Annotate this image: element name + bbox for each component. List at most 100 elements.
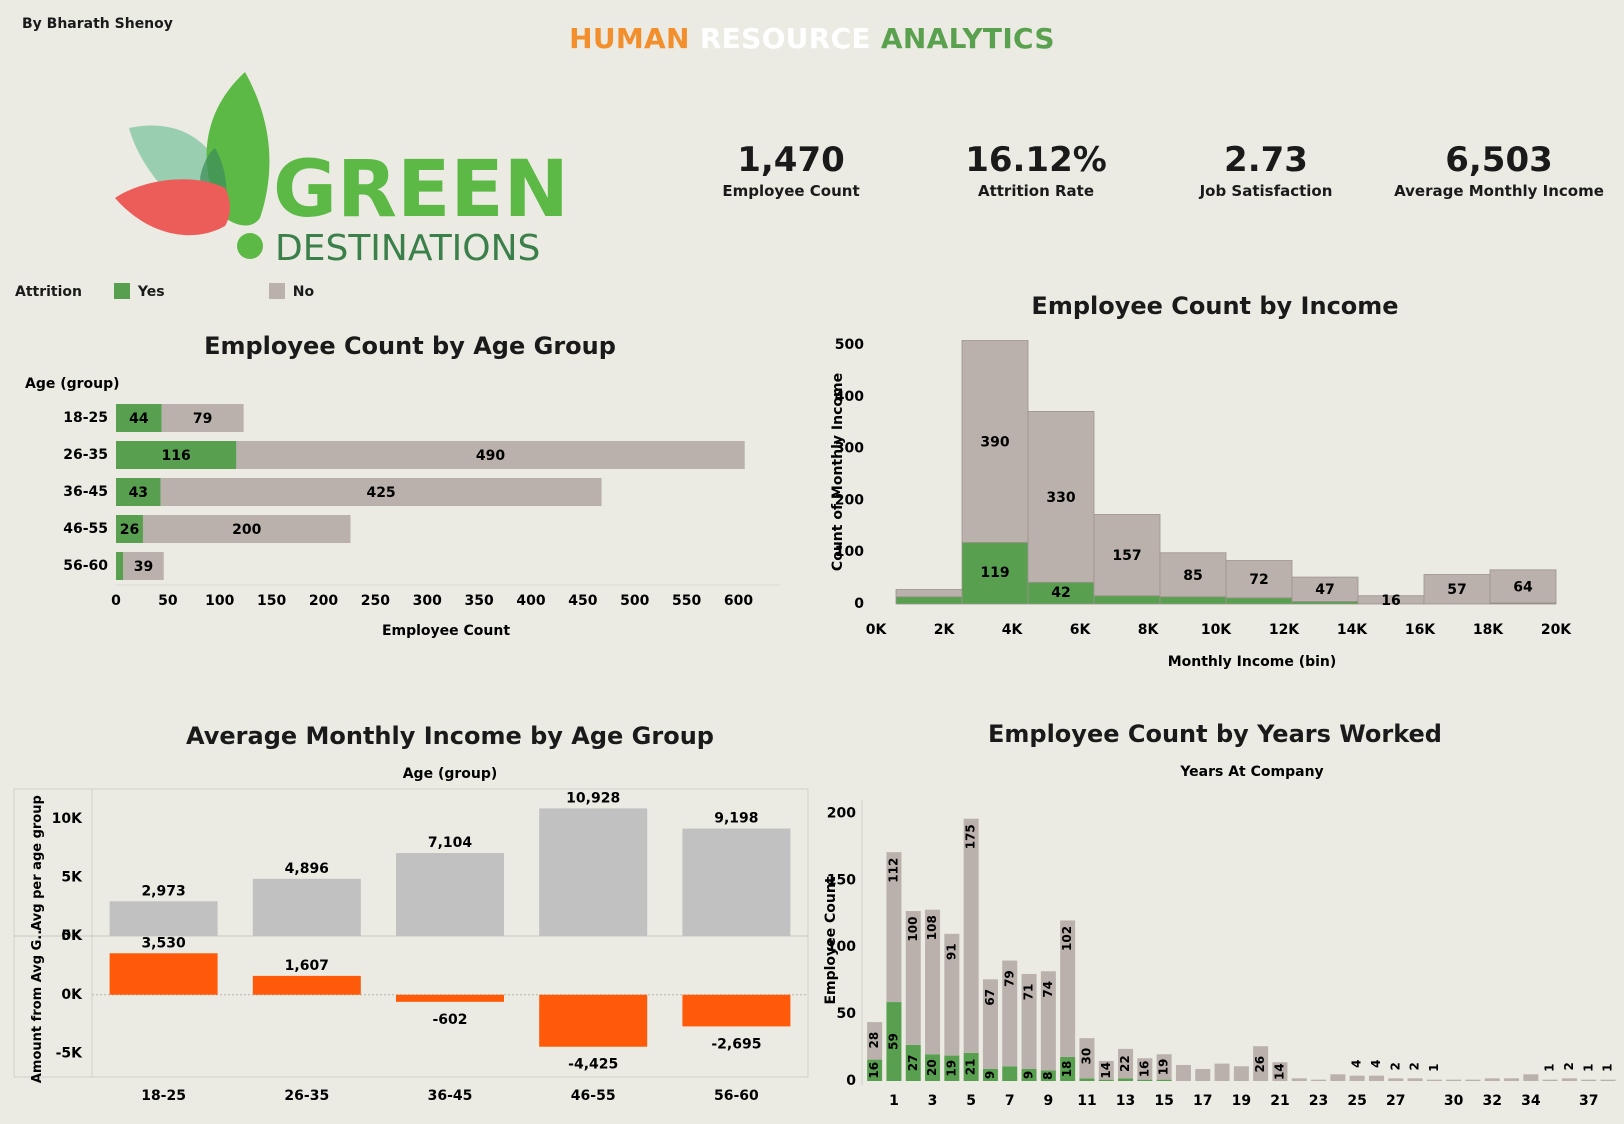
bar-segment-no: [1195, 1068, 1211, 1081]
x-tick-label: 25: [1347, 1093, 1366, 1109]
x-tick-label: 7: [1005, 1093, 1015, 1109]
bar-segment-yes: [925, 1054, 941, 1081]
kpi-employee-count: 1,470 Employee Count: [661, 140, 921, 200]
x-tick-label: 100: [205, 593, 234, 609]
bar-segment-no: [1407, 1078, 1423, 1081]
bar-segment-yes: [116, 404, 162, 432]
x-tick-label: 400: [516, 593, 545, 609]
data-label: 175: [964, 824, 978, 849]
bar-segment-no: [1426, 1079, 1442, 1081]
data-label: 14: [1272, 1063, 1286, 1080]
x-tick-label: 23: [1309, 1093, 1328, 1109]
bar-segment-no: [905, 911, 921, 1045]
x-tick-label: 46-55: [571, 1088, 616, 1104]
dashboard-title: HUMAN RESOURCE ANALYTICS: [0, 22, 1624, 55]
data-label: 16: [1381, 593, 1400, 609]
legend-item-no[interactable]: No: [268, 283, 315, 300]
bar-segment-no: [1311, 1079, 1327, 1081]
avg-bar: [682, 828, 791, 936]
chart-title-years: Employee Count by Years Worked: [988, 720, 1442, 748]
bar-segment-yes: [905, 1044, 921, 1081]
x-tick-label: 18K: [1473, 622, 1504, 638]
data-label: 42: [1051, 585, 1070, 601]
title-word-human: HUMAN: [569, 22, 690, 55]
x-tick-label: 150: [257, 593, 286, 609]
category-label: 36-45: [63, 484, 108, 500]
data-label: 490: [476, 448, 505, 464]
bar-segment-yes: [1156, 1079, 1172, 1081]
bar-segment-yes: [1159, 596, 1227, 605]
x-tick-label: 50: [158, 593, 178, 609]
kpi-value: 2.73: [1224, 140, 1308, 180]
legend-label-no: No: [292, 284, 315, 300]
data-label: 119: [980, 565, 1009, 581]
x-tick-label: 14K: [1337, 622, 1368, 638]
category-label: 18-25: [63, 410, 108, 426]
bar-segment-yes: [944, 1055, 960, 1081]
bar-segment-no: [161, 404, 244, 432]
bar-segment-no: [982, 979, 998, 1069]
bar-segment-no: [1423, 574, 1491, 605]
data-label: 1,607: [285, 958, 329, 974]
data-label: 20: [925, 1059, 939, 1076]
diff-bar: [109, 953, 218, 995]
x-tick-label: 20K: [1541, 622, 1572, 638]
bar-segment-yes: [867, 1059, 883, 1081]
x-tick-label: 10K: [1201, 622, 1232, 638]
bar-segment-no: [1504, 1078, 1520, 1081]
x-tick-label: 56-60: [714, 1088, 759, 1104]
bar-segment-no: [886, 852, 902, 1003]
bar-segment-yes: [963, 1052, 979, 1081]
y-tick-label: 0K: [61, 928, 83, 944]
data-label: 108: [925, 915, 939, 940]
x-tick-label: 34: [1521, 1093, 1541, 1109]
y-axis-title: Count of Monthly Income: [830, 373, 846, 571]
x-tick-label: 13: [1116, 1093, 1135, 1109]
bar-segment-yes: [1021, 1068, 1037, 1081]
x-tick-label: 250: [361, 593, 390, 609]
bar-segment-no: [1118, 1048, 1134, 1079]
panel-frame: [13, 788, 809, 1078]
data-label: 1: [1601, 1063, 1615, 1071]
data-label: 16: [867, 1062, 881, 1079]
bar-segment-no: [1368, 1075, 1384, 1081]
y-axis-title: Employee Count: [823, 876, 839, 1004]
y-tick-label: 200: [827, 805, 856, 821]
logo-dot: [237, 233, 263, 259]
data-label: 19: [944, 1060, 958, 1077]
data-label: 74: [1041, 981, 1055, 998]
bar-segment-yes: [1118, 1078, 1134, 1081]
bar-segment-yes: [1137, 1079, 1153, 1081]
x-tick-label: 30: [1444, 1093, 1464, 1109]
data-label: 14: [1099, 1062, 1113, 1079]
bar-segment-no: [1040, 971, 1056, 1071]
diff-bar: [682, 994, 791, 1027]
bar-segment-no: [1523, 1074, 1539, 1081]
bar-segment-no: [1542, 1079, 1558, 1081]
data-label: 57: [1447, 582, 1466, 598]
x-axis-title: Employee Count: [382, 623, 510, 639]
bar-segment-no: [1291, 1078, 1307, 1081]
data-label: 2: [1408, 1062, 1422, 1070]
data-label: 2: [1388, 1062, 1402, 1070]
data-label: 330: [1046, 490, 1075, 506]
y-tick-label: 50: [837, 1006, 857, 1022]
bar-segment-no: [1079, 1038, 1095, 1079]
legend-label-yes: Yes: [137, 284, 165, 300]
bar-segment-yes: [886, 1002, 902, 1081]
data-label: -4,425: [568, 1057, 618, 1073]
data-label: 8: [1041, 1071, 1055, 1079]
y-tick-label: -5K: [56, 1046, 84, 1062]
data-label: 1: [1543, 1063, 1557, 1071]
bar-segment-no: [1027, 411, 1095, 583]
data-label: 18: [1060, 1061, 1074, 1078]
legend-item-yes[interactable]: Yes: [113, 283, 264, 300]
chart-title-avg-income: Average Monthly Income by Age Group: [186, 722, 714, 750]
author-credit: By Bharath Shenoy: [22, 16, 173, 32]
x-tick-label: 9: [1043, 1093, 1053, 1109]
x-tick-label: 6K: [1070, 622, 1092, 638]
bar-segment-no: [1484, 1078, 1500, 1081]
bar-segment-no: [1349, 1075, 1365, 1081]
x-tick-label: 600: [724, 593, 753, 609]
bar-segment-no: [142, 515, 351, 543]
